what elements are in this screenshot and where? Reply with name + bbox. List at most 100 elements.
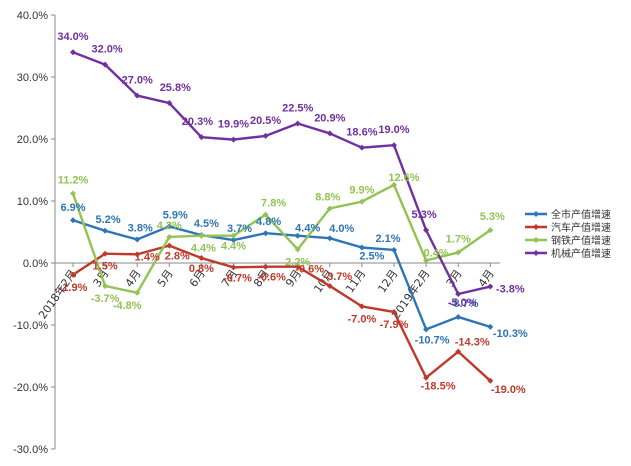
data-point [294, 246, 301, 253]
data-point [487, 377, 494, 384]
data-point [326, 205, 333, 212]
legend-label: 汽车产值增速 [551, 221, 611, 234]
data-point [487, 323, 494, 330]
legend-label: 机械产值增速 [551, 247, 611, 260]
legend-marker [533, 211, 539, 217]
data-label: 18.6% [346, 127, 377, 139]
data-point [455, 249, 462, 256]
data-label: 1.4% [135, 251, 160, 263]
data-label: 4.4% [221, 241, 246, 253]
data-label: -3.7% [323, 271, 352, 283]
data-point [134, 236, 141, 243]
data-point [326, 130, 333, 137]
data-point [294, 232, 301, 239]
series-line [72, 51, 491, 296]
series-line [72, 219, 491, 331]
y-tick-label: -20.0% [13, 382, 48, 394]
data-label: 0.4% [424, 248, 449, 260]
data-label: 9.9% [349, 185, 374, 197]
data-label: 27.0% [122, 75, 153, 87]
data-point [70, 190, 76, 197]
data-label: -3.7% [91, 293, 120, 305]
data-point [455, 348, 462, 355]
data-point [391, 142, 397, 149]
data-label: 12.6% [388, 172, 419, 184]
data-label: 7.8% [261, 198, 286, 210]
data-label: 1.7% [446, 233, 471, 245]
series-lines [70, 49, 494, 384]
data-label: 5.3% [412, 209, 437, 221]
data-point [358, 198, 365, 205]
data-point [166, 242, 173, 249]
data-label: 20.9% [314, 112, 345, 124]
data-point [326, 235, 333, 242]
data-point [326, 282, 333, 289]
data-label: -0.6% [295, 264, 324, 276]
data-point [102, 61, 109, 68]
data-point [102, 227, 109, 234]
data-label: 4.5% [194, 218, 219, 230]
data-label: 2.2% [285, 256, 310, 268]
data-label: -4.8% [113, 300, 142, 312]
data-point [423, 227, 430, 234]
data-label: 32.0% [91, 44, 122, 56]
data-point [487, 283, 494, 290]
data-label: 2.8% [165, 251, 190, 263]
data-label: 19.0% [378, 124, 409, 136]
data-label: 2.5% [359, 251, 384, 263]
data-label: 4.4% [191, 243, 216, 255]
data-point [198, 134, 205, 141]
data-point [487, 227, 494, 234]
data-point [134, 251, 141, 258]
data-label: 0.8% [189, 263, 214, 275]
data-label: -1.9% [59, 282, 88, 294]
data-label: 5.3% [480, 211, 505, 223]
y-tick-label: 30.0% [17, 72, 48, 84]
data-point [70, 217, 76, 224]
data-label: 34.0% [57, 31, 88, 43]
legend-marker [533, 224, 539, 230]
data-label: -3.8% [496, 284, 525, 296]
data-point [102, 282, 109, 289]
data-point [455, 291, 462, 297]
data-point [262, 263, 269, 270]
data-label: 1.5% [93, 261, 118, 273]
data-label: -18.5% [421, 381, 456, 393]
data-label: 20.5% [250, 115, 281, 127]
data-point [70, 271, 76, 278]
data-point [294, 263, 301, 270]
data-point [423, 326, 430, 333]
data-label: 20.3% [182, 116, 213, 128]
data-label: 8.8% [315, 191, 340, 203]
legend-marker [533, 237, 539, 243]
data-point [262, 132, 269, 139]
data-label: 4.4% [295, 223, 320, 235]
data-label: 4.2% [157, 220, 182, 232]
y-tick-label: -30.0% [13, 444, 48, 456]
data-point [358, 144, 365, 151]
data-point [294, 120, 301, 127]
x-tick-label: 5月 [155, 267, 176, 289]
data-point [166, 223, 173, 230]
data-label: -10.3% [493, 328, 528, 340]
data-label: -7.9% [380, 319, 409, 331]
data-label: -10.7% [415, 334, 450, 346]
legend-marker [533, 250, 539, 256]
data-point [391, 246, 397, 253]
data-label: -0.7% [223, 272, 252, 284]
data-point [358, 303, 365, 310]
data-label: -8.7% [450, 298, 479, 310]
y-tick-label: 10.0% [17, 196, 48, 208]
data-label: 19.9% [218, 119, 249, 131]
legend-label: 钢铁产值增速 [551, 234, 611, 247]
data-label: 22.5% [282, 103, 313, 115]
data-point [262, 211, 269, 218]
data-label: 5.2% [96, 214, 121, 226]
data-label: 3.7% [227, 223, 252, 235]
legend-label: 全市产值增速 [551, 208, 611, 221]
data-point [134, 92, 141, 99]
data-point [391, 308, 397, 315]
series-line [72, 244, 492, 382]
